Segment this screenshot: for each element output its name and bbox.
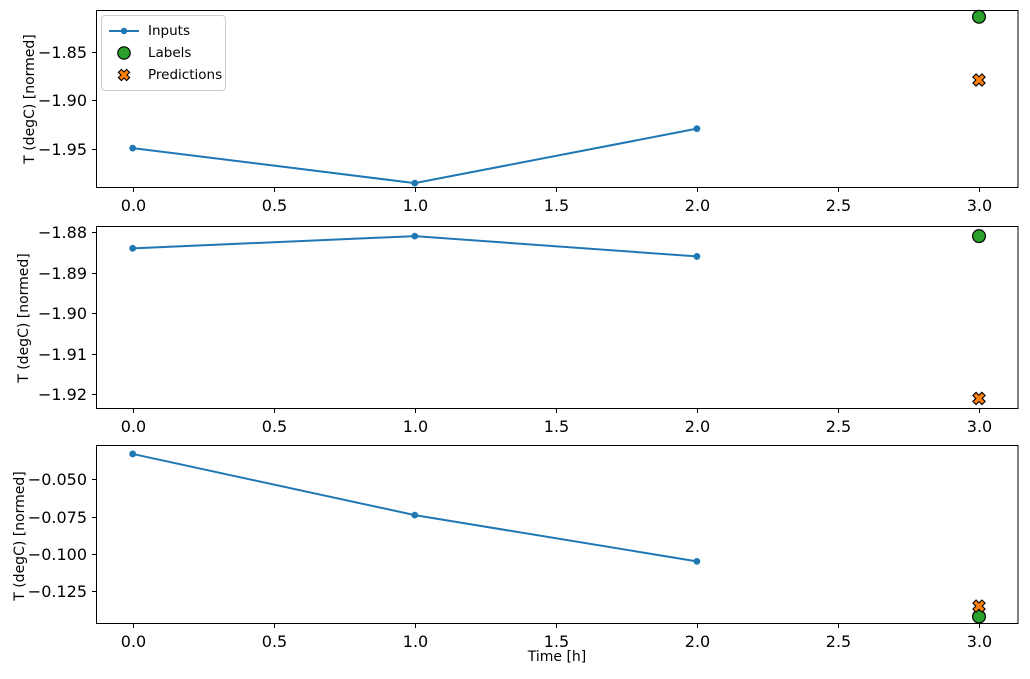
legend-label-predictions: Predictions bbox=[148, 67, 223, 83]
legend-item-predictions: Predictions bbox=[108, 64, 225, 86]
y-tick-label: −1.92 bbox=[38, 385, 87, 404]
inputs-point bbox=[129, 244, 137, 252]
inputs-point bbox=[693, 253, 701, 260]
x-tick-label: 3.0 bbox=[967, 196, 992, 215]
inputs-point bbox=[693, 557, 701, 565]
y-tick-label: −1.90 bbox=[38, 91, 87, 110]
x-tick-label: 2.0 bbox=[685, 417, 710, 436]
label-point bbox=[972, 229, 987, 244]
subplot-3: 0.0 0.5 1.0 1.5 2.0 2.5 3.0 −0.050 −0.075 −0.100 −… bbox=[28, 445, 1019, 651]
x-tick-label: 1.0 bbox=[403, 417, 428, 436]
inputs-point bbox=[411, 179, 419, 187]
x-tick-label: 0.0 bbox=[121, 417, 146, 436]
x-marker-icon bbox=[108, 67, 140, 83]
legend-label-inputs: Inputs bbox=[148, 23, 190, 39]
line-with-dot-marker-icon bbox=[108, 23, 140, 39]
x-tick-label: 0.0 bbox=[121, 196, 146, 215]
label-point bbox=[972, 9, 987, 24]
x-tick-label: 2.5 bbox=[826, 632, 851, 651]
inputs-point bbox=[411, 511, 419, 519]
x-tick-label: 1.5 bbox=[544, 417, 569, 436]
inputs-line bbox=[131, 452, 698, 563]
x-tick-label: 1.5 bbox=[544, 632, 569, 651]
subplot-2: 0.0 0.5 1.0 1.5 2.0 2.5 3.0 −1.88 −1.89 −1.90 −1.9… bbox=[38, 223, 1019, 436]
x-tick-label: 2.0 bbox=[685, 632, 710, 651]
circle-marker-icon bbox=[108, 45, 140, 61]
y-tick-label: −0.075 bbox=[28, 508, 87, 527]
prediction-point bbox=[972, 599, 986, 613]
y-tick-label: −0.050 bbox=[28, 470, 87, 489]
x-tick-label: 3.0 bbox=[967, 417, 992, 436]
legend-item-inputs: Inputs bbox=[108, 20, 225, 42]
y-tick-label: −1.89 bbox=[38, 264, 87, 283]
inputs-point bbox=[411, 232, 419, 240]
inputs-line bbox=[131, 127, 698, 185]
axes-spines bbox=[96, 10, 1019, 188]
y-tick-label: −1.91 bbox=[38, 345, 87, 364]
x-tick-label: 1.0 bbox=[403, 632, 428, 651]
label-point bbox=[972, 609, 987, 624]
prediction-point bbox=[972, 73, 986, 87]
legend: Inputs Labels Predictions bbox=[101, 15, 226, 91]
y-tick-label: −0.125 bbox=[28, 582, 87, 601]
axes-spines bbox=[96, 445, 1019, 624]
y-tick-label: −1.95 bbox=[38, 140, 87, 159]
subplot-1: 0.0 0.5 1.0 1.5 2.0 2.5 3.0 −1.85 −1.90 −1.95 bbox=[38, 9, 1019, 215]
x-tick-label: 1.0 bbox=[403, 196, 428, 215]
x-tick-label: 1.5 bbox=[544, 196, 569, 215]
legend-label-labels: Labels bbox=[148, 45, 192, 61]
x-tick-label: 3.0 bbox=[967, 632, 992, 651]
inputs-point bbox=[129, 144, 137, 152]
x-tick-label: 2.5 bbox=[826, 196, 851, 215]
y-tick-label: −1.90 bbox=[38, 304, 87, 323]
x-tick-label: 0.5 bbox=[262, 196, 287, 215]
x-tick-label: 2.5 bbox=[826, 417, 851, 436]
inputs-point bbox=[129, 450, 137, 458]
prediction-point bbox=[972, 391, 986, 406]
x-tick-label: 2.0 bbox=[685, 196, 710, 215]
x-tick-label: 0.5 bbox=[262, 417, 287, 436]
x-axis-label: Time [h] bbox=[527, 649, 587, 665]
x-tick-label: 0.0 bbox=[121, 632, 146, 651]
y-tick-label: −1.85 bbox=[38, 43, 87, 62]
y-tick-label: −1.88 bbox=[38, 223, 87, 242]
x-tick-label: 0.5 bbox=[262, 632, 287, 651]
y-tick-label: −0.100 bbox=[28, 545, 87, 564]
inputs-point bbox=[693, 125, 701, 133]
legend-item-labels: Labels bbox=[108, 42, 225, 64]
axes-spines bbox=[96, 226, 1019, 409]
